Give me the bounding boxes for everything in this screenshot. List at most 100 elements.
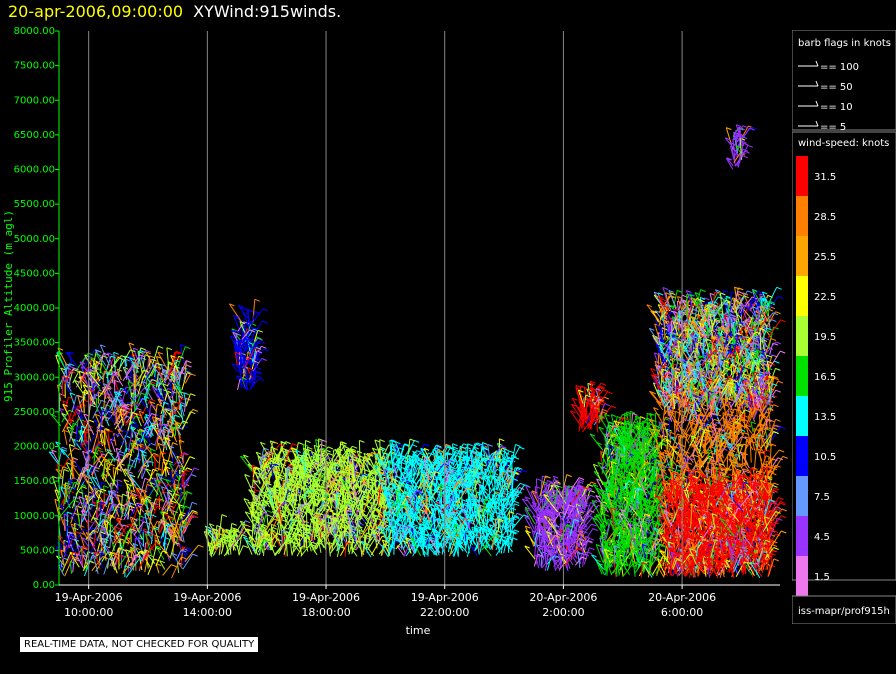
wind-barb-flag (139, 410, 145, 414)
wind-barb-flag (67, 511, 73, 515)
wind-barb-flag (68, 351, 75, 355)
wind-barb-flag (119, 533, 125, 537)
wind-barb-flag (185, 370, 191, 374)
wind-barb (72, 438, 82, 451)
wind-barb-flag (72, 422, 79, 426)
wind-barb-flag (167, 483, 173, 487)
wind-barb (64, 481, 69, 505)
wind-barb (344, 542, 347, 557)
wind-barb (110, 398, 118, 412)
wind-barb-flag (145, 446, 152, 450)
wind-barb-flag (146, 483, 153, 487)
wind-barb-flag (108, 458, 114, 462)
wind-barb-flag (73, 551, 79, 555)
wind-barb-flag (63, 429, 70, 433)
wind-barb-flag (144, 395, 150, 399)
wind-barb-flag (82, 545, 89, 549)
wind-barb-flag (110, 515, 116, 519)
wind-barb (160, 415, 162, 433)
wind-barb (145, 498, 149, 516)
wind-barb (127, 471, 137, 489)
wind-barb-flag (186, 467, 193, 471)
wind-barb (61, 413, 75, 430)
wind-barb (82, 391, 85, 413)
wind-barb-flag (69, 531, 75, 535)
wind-barb-flag (77, 513, 83, 517)
wind-barb (96, 545, 106, 557)
wind-barb (139, 548, 150, 568)
wind-barb-flag (92, 485, 99, 489)
wind-barb (145, 383, 151, 403)
wind-barb-flag (87, 520, 93, 523)
wind-barb-flag (106, 448, 112, 452)
wind-barb (105, 392, 120, 409)
wind-barb-flag (261, 345, 267, 349)
wind-barb (85, 532, 96, 547)
wind-barb (167, 414, 176, 437)
wind-barb-flag (187, 549, 193, 553)
wind-barb (148, 418, 158, 438)
wind-barb-flag (89, 367, 95, 371)
wind-barb-flag (151, 514, 157, 518)
wind-barb-flag (143, 521, 149, 525)
wind-barb-flag (183, 392, 189, 396)
wind-barb-flag (68, 534, 75, 537)
wind-barb (158, 429, 165, 447)
wind-barb (65, 462, 74, 477)
wind-barb (78, 435, 82, 447)
wind-barb-flag (136, 502, 142, 506)
wind-barb (93, 469, 102, 491)
wind-barb-flag (73, 558, 80, 562)
wind-barb (109, 393, 118, 410)
wind-barb-flag (94, 465, 100, 469)
wind-barb-flag (100, 531, 106, 535)
wind-barb-flag (112, 478, 118, 482)
wind-barb-flag (119, 450, 125, 454)
wind-barb (115, 448, 122, 472)
wind-barb (128, 367, 133, 380)
wind-barb (104, 374, 114, 392)
wind-barb (112, 552, 120, 562)
wind-barb (114, 411, 128, 430)
wind-barb (92, 517, 100, 527)
wind-barb (132, 543, 144, 561)
wind-barb (179, 505, 186, 521)
wind-barb (179, 404, 184, 424)
wind-barb (48, 451, 60, 466)
wind-barb-flag (192, 408, 198, 412)
wind-barb-flag (51, 414, 57, 418)
wind-barb (157, 443, 165, 460)
wind-barb (148, 475, 162, 496)
wind-barb-flag (85, 442, 91, 446)
wind-barb (134, 392, 142, 412)
wind-barb-flag (132, 493, 138, 497)
wind-barb-flag (190, 393, 196, 397)
wind-barb (144, 480, 151, 497)
wind-barb-flag (412, 444, 418, 448)
wind-barb (184, 467, 195, 489)
wind-barb (119, 506, 124, 517)
wind-barb (59, 466, 64, 479)
wind-barb-flag (256, 375, 262, 379)
wind-barb-flag (152, 379, 158, 383)
wind-barb-flag (103, 415, 110, 419)
wind-barb-flag (84, 494, 91, 498)
wind-barb (144, 379, 153, 390)
wind-barb-flag (129, 474, 135, 477)
wind-barb-flag (93, 517, 99, 520)
wind-barb (154, 376, 167, 396)
wind-barb-flag (117, 356, 124, 360)
wind-barb-flag (71, 431, 77, 434)
wind-barb (147, 404, 152, 427)
wind-barb (124, 536, 135, 549)
wind-barb-flag (191, 474, 197, 477)
wind-barb (141, 496, 147, 508)
wind-barb-flag (189, 456, 195, 460)
wind-barb-flag (69, 363, 75, 367)
wind-barb-flag (82, 391, 89, 395)
wind-barb (72, 370, 80, 384)
wind-barb (162, 459, 170, 476)
wind-barb-flag (98, 391, 104, 395)
wind-barb-flag (292, 443, 298, 447)
wind-barb-flag (100, 501, 106, 505)
